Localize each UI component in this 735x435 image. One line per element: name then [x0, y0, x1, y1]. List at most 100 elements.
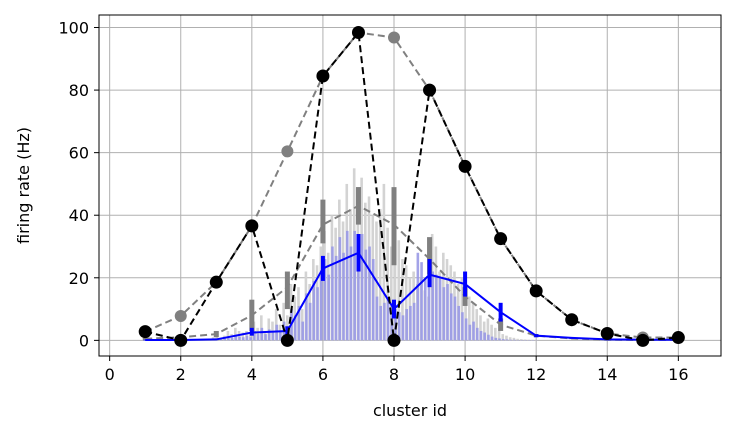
bar-blue	[409, 305, 412, 341]
bar-light	[378, 208, 382, 341]
x-tick-label: 14	[597, 365, 617, 384]
bar-blue	[334, 255, 338, 341]
series-layer	[138, 26, 685, 347]
bar-blue	[483, 332, 487, 341]
x-tick-label: 6	[318, 365, 328, 384]
gray-point	[174, 309, 187, 322]
bar-blue	[487, 334, 490, 341]
bar-blue	[461, 312, 464, 341]
bar-light	[390, 246, 393, 341]
bar-light	[386, 227, 389, 341]
black-point	[671, 331, 685, 345]
bar-blue	[427, 265, 431, 341]
x-tick-label: 16	[668, 365, 688, 384]
gray-mean-line	[145, 204, 679, 342]
bar-blue	[420, 262, 423, 341]
bar-blue	[227, 337, 230, 341]
bar-blue	[305, 293, 308, 341]
bar-blue	[464, 318, 468, 341]
black-point	[138, 325, 152, 339]
bar-blue	[223, 338, 227, 341]
bar-blue	[475, 327, 479, 341]
black-point	[636, 333, 650, 347]
black-point	[280, 333, 294, 347]
bar-blue	[241, 337, 245, 341]
bar-blue	[472, 321, 475, 341]
x-tick-label: 0	[105, 365, 115, 384]
black-point	[494, 232, 508, 246]
axis-ticks: 0 2 4 6 8 10 12 14 16 0 20 40 60 80 100	[58, 19, 688, 384]
bar-blue	[249, 337, 253, 341]
bar-blue	[468, 324, 472, 341]
bar-light	[512, 337, 516, 341]
bar-blue	[327, 274, 331, 341]
bar-blue	[438, 277, 442, 341]
bar-blue	[375, 296, 379, 341]
bar-light	[497, 330, 501, 341]
bar-blue	[230, 337, 234, 341]
bar-blue	[457, 305, 461, 341]
black-point	[351, 26, 365, 40]
bar-blue	[501, 339, 505, 341]
bar-blue	[253, 330, 256, 341]
bar-blue	[353, 230, 357, 341]
bar-blue	[479, 330, 483, 341]
bar-light	[404, 265, 408, 341]
bar-light	[226, 330, 230, 341]
bar-blue	[435, 274, 438, 341]
x-tick-label: 8	[389, 365, 399, 384]
y-tick-label: 100	[58, 19, 89, 38]
black-point	[458, 159, 472, 173]
x-tick-label: 12	[526, 365, 546, 384]
bar-blue	[379, 305, 383, 341]
gray-point	[388, 31, 401, 44]
black-point	[316, 69, 330, 83]
x-tick-label: 4	[247, 365, 257, 384]
bar-light	[382, 183, 386, 341]
bar-blue	[271, 330, 275, 341]
blue-mean-line	[145, 251, 679, 342]
bar-light	[494, 327, 497, 341]
bar-blue	[267, 329, 271, 341]
bar-light	[393, 252, 397, 341]
bar-blue	[383, 302, 386, 341]
x-tick-label: 10	[455, 365, 475, 384]
bar-light	[508, 337, 512, 341]
y-tick-label: 20	[69, 269, 89, 288]
bar-blue	[368, 246, 371, 341]
bar-blue	[453, 296, 457, 341]
bar-blue	[405, 309, 409, 341]
bar-blue	[345, 230, 349, 341]
bar-blue	[319, 271, 323, 341]
y-tick-label: 80	[69, 81, 89, 100]
x-tick-label: 2	[176, 365, 186, 384]
bar-blue	[442, 287, 446, 341]
bar-blue	[260, 327, 264, 341]
bar-blue	[401, 315, 405, 341]
bar-light	[516, 338, 519, 341]
bar-light	[482, 321, 486, 341]
bar-light	[475, 309, 479, 341]
bar-light	[397, 240, 401, 341]
bar-blue	[446, 284, 449, 341]
bar-light	[256, 327, 259, 341]
bar-blue	[416, 252, 420, 341]
bar-blue	[509, 339, 512, 341]
bar-light	[501, 334, 505, 341]
bar-blue	[293, 315, 297, 341]
black-point	[423, 83, 437, 97]
bar-blue	[449, 293, 453, 341]
bar-blue	[494, 337, 498, 341]
bar-light	[505, 335, 508, 341]
bar-blue	[264, 334, 267, 341]
bar-blue	[349, 246, 353, 341]
bar-light	[464, 290, 467, 341]
bar-blue	[386, 299, 390, 341]
bar-light	[460, 277, 464, 341]
bar-blue	[331, 246, 334, 341]
bar-light	[520, 339, 523, 341]
bar-blue	[338, 237, 342, 341]
bar-blue	[342, 252, 345, 341]
bar-blue	[234, 335, 238, 341]
